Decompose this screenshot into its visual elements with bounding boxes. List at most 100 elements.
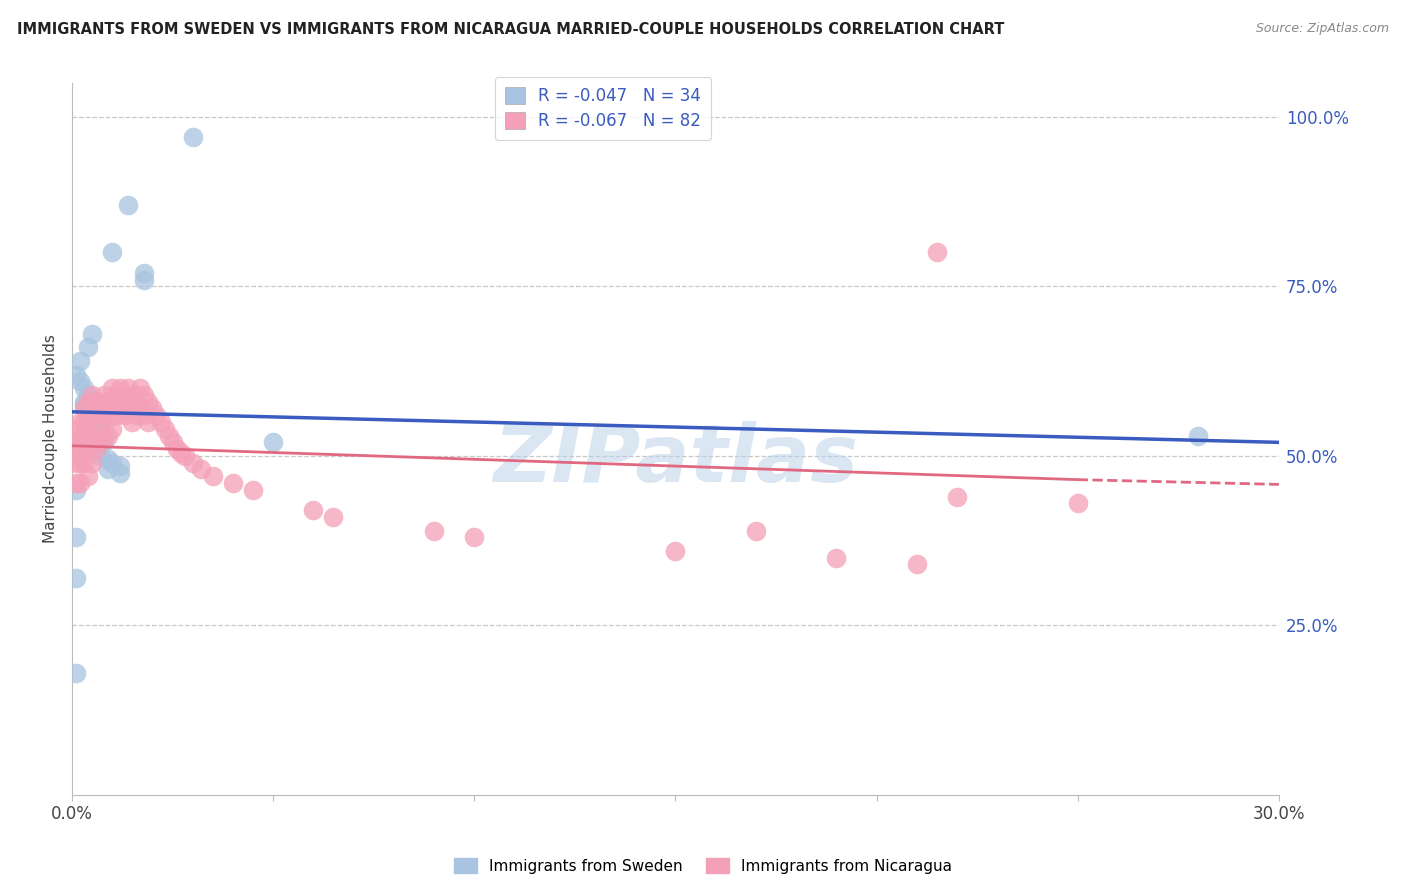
Point <box>93 428 115 442</box>
Point <box>69 476 91 491</box>
Point <box>117 401 139 416</box>
Point <box>173 449 195 463</box>
Point <box>97 394 120 409</box>
Point <box>242 483 264 497</box>
Point <box>77 422 100 436</box>
Point <box>423 524 446 538</box>
Point <box>190 462 212 476</box>
Point <box>65 571 87 585</box>
Point <box>97 411 120 425</box>
Text: Source: ZipAtlas.com: Source: ZipAtlas.com <box>1256 22 1389 36</box>
Point <box>73 401 96 416</box>
Point <box>89 428 111 442</box>
Point <box>322 510 344 524</box>
Point <box>121 394 143 409</box>
Point <box>181 456 204 470</box>
Point <box>69 354 91 368</box>
Point <box>110 401 132 416</box>
Point <box>110 381 132 395</box>
Point <box>101 401 124 416</box>
Point <box>69 456 91 470</box>
Point <box>77 394 100 409</box>
Point <box>110 459 132 474</box>
Point <box>84 394 107 409</box>
Point <box>121 415 143 429</box>
Point <box>84 422 107 436</box>
Point <box>73 415 96 429</box>
Point <box>181 130 204 145</box>
Text: IMMIGRANTS FROM SWEDEN VS IMMIGRANTS FROM NICARAGUA MARRIED-COUPLE HOUSEHOLDS CO: IMMIGRANTS FROM SWEDEN VS IMMIGRANTS FRO… <box>17 22 1004 37</box>
Point <box>138 394 160 409</box>
Point <box>77 388 100 402</box>
Point <box>82 418 104 433</box>
Point <box>73 394 96 409</box>
Point <box>77 408 100 422</box>
Point <box>262 435 284 450</box>
Point <box>141 401 163 416</box>
Point <box>101 381 124 395</box>
Point <box>73 456 96 470</box>
Point <box>77 442 100 457</box>
Point <box>925 245 948 260</box>
Point <box>101 422 124 436</box>
Point <box>89 449 111 463</box>
Point <box>69 428 91 442</box>
Point <box>65 530 87 544</box>
Point <box>166 442 188 457</box>
Point <box>138 415 160 429</box>
Point <box>89 435 111 450</box>
Point <box>84 442 107 457</box>
Point <box>153 422 176 436</box>
Point <box>65 368 87 382</box>
Point <box>73 428 96 442</box>
Point <box>82 408 104 422</box>
Point <box>73 381 96 395</box>
Point <box>745 524 768 538</box>
Point <box>169 445 191 459</box>
Legend: R = -0.047   N = 34, R = -0.067   N = 82: R = -0.047 N = 34, R = -0.067 N = 82 <box>495 77 711 140</box>
Y-axis label: Married-couple Households: Married-couple Households <box>44 334 58 543</box>
Point <box>77 340 100 354</box>
Point <box>65 449 87 463</box>
Point <box>77 469 100 483</box>
Point <box>82 326 104 341</box>
Point <box>105 388 128 402</box>
Point <box>69 374 91 388</box>
Point <box>101 245 124 260</box>
Point <box>65 422 87 436</box>
Point <box>1187 428 1209 442</box>
Point <box>117 381 139 395</box>
Point <box>129 401 152 416</box>
Point <box>134 272 156 286</box>
Point <box>112 408 135 422</box>
Point <box>157 428 180 442</box>
Text: ZIPatlas: ZIPatlas <box>494 421 858 500</box>
Point <box>65 476 87 491</box>
Point <box>1067 496 1090 510</box>
Point <box>73 398 96 412</box>
Point <box>84 442 107 457</box>
Point <box>89 422 111 436</box>
Point <box>89 408 111 422</box>
Point <box>110 466 132 480</box>
Point <box>97 462 120 476</box>
Point <box>101 456 124 470</box>
Point <box>82 388 104 402</box>
Point <box>93 435 115 450</box>
Point <box>162 435 184 450</box>
Point <box>97 428 120 442</box>
Point <box>149 415 172 429</box>
Point <box>125 408 148 422</box>
Point <box>129 381 152 395</box>
Legend: Immigrants from Sweden, Immigrants from Nicaragua: Immigrants from Sweden, Immigrants from … <box>449 852 957 880</box>
Point <box>82 428 104 442</box>
Point <box>89 394 111 409</box>
Point <box>65 483 87 497</box>
Point <box>84 411 107 425</box>
Point <box>65 456 87 470</box>
Point <box>65 665 87 680</box>
Point <box>463 530 485 544</box>
Point <box>117 198 139 212</box>
Point <box>222 476 245 491</box>
Point <box>825 550 848 565</box>
